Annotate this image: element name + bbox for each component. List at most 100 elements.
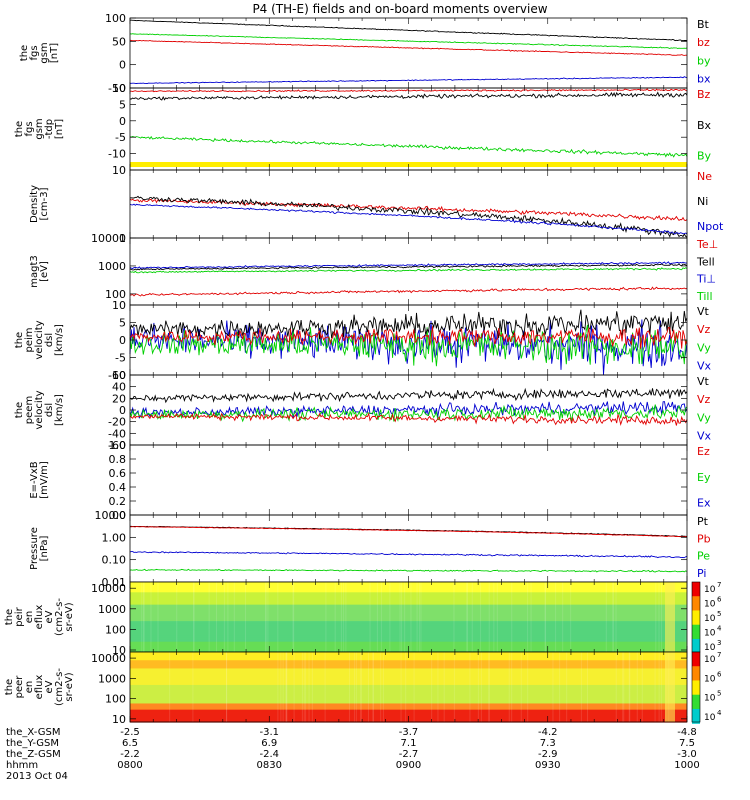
y-tick-label: 0.0 (109, 509, 127, 522)
y-axis-label-line: -tdp (44, 119, 55, 139)
spectrogram-streak (655, 582, 657, 652)
colorbar-cell (692, 610, 700, 613)
y-tick-label: 5 (119, 317, 126, 330)
y-tick-label: 1000 (98, 672, 126, 685)
spectrogram-streak (658, 652, 660, 722)
colorbar-cell (692, 659, 700, 661)
spectrogram-streak (527, 582, 529, 652)
colorbar-cell (692, 685, 700, 688)
colorbar-cell (692, 586, 700, 589)
colorbar-cell (692, 663, 700, 666)
y-tick-label: 20 (112, 392, 126, 405)
spectrogram-band (130, 627, 687, 630)
spectrogram-streak (658, 582, 660, 652)
spectrogram-streak (216, 582, 218, 652)
colorbar-tick: 10 (704, 674, 716, 684)
spectrogram-streak (193, 582, 195, 652)
panel-frame (129, 87, 688, 171)
colorbar-exponent: 7 (717, 581, 721, 589)
colorbar-cell (692, 591, 700, 594)
spectrogram-streak (176, 582, 178, 652)
spectrogram-streak (286, 652, 288, 722)
y-tick-label: -60 (108, 439, 126, 452)
spectrogram-band (130, 703, 687, 707)
legend-Npot: Npot (697, 220, 724, 233)
series-By (129, 135, 688, 158)
colorbar-cell (692, 666, 700, 669)
y-axis-label-line: [nPa] (39, 535, 50, 561)
ephemeris-value: -3.1 (259, 727, 279, 738)
colorbar-cell (692, 653, 700, 655)
colorbar-tick: 10 (704, 713, 716, 723)
panel-frame (129, 169, 688, 239)
colorbar-cell (692, 699, 700, 702)
spectrogram-streak (418, 582, 420, 652)
spectrogram-band (130, 682, 687, 686)
spectrogram-streak (552, 652, 554, 722)
spectrogram-streak (141, 582, 143, 652)
spectrogram-streak (661, 582, 663, 652)
spectrogram-band (130, 662, 687, 665)
colorbar-cell (692, 670, 700, 673)
y-axis-label: the peir en eflux eV (cm2-s-sr-eV) (4, 598, 75, 636)
spectrogram-band (130, 639, 687, 643)
legend-Vy: Vy (697, 411, 711, 424)
legend-Ey: Ey (697, 471, 711, 484)
colorbar-cell (692, 614, 700, 616)
spectrogram-streak (404, 582, 406, 652)
colorbar-cell (692, 697, 700, 699)
legend-Pi: Pi (697, 567, 706, 580)
y-tick-label: 100 (105, 288, 126, 301)
spectrogram-band (130, 643, 687, 647)
colorbar-exponent: 4 (717, 709, 722, 717)
spectrogram-streak (544, 582, 546, 652)
colorbar-exponent: 5 (717, 610, 721, 618)
colorbar-exponent: 6 (717, 670, 722, 678)
colorbar-cell (692, 585, 700, 588)
spectrogram-streak (416, 582, 418, 652)
spectrogram-streak (480, 652, 482, 722)
colorbar-cell (692, 616, 700, 619)
colorbar-cell (692, 636, 700, 639)
y-axis-label: Density [cm-3] (29, 185, 50, 223)
spectrogram-band (130, 691, 687, 694)
colorbar-cell (692, 619, 700, 622)
colorbar-cell (692, 682, 700, 685)
colorbar-cell (692, 714, 700, 717)
colorbar-cell (692, 627, 700, 629)
legend-Vz: Vz (697, 323, 711, 336)
y-axis-label-line: the (14, 402, 25, 418)
spectrogram-streak (437, 652, 439, 722)
spectrogram-streak (280, 652, 282, 722)
y-axis-label-line: the (4, 679, 15, 695)
ephemeris-value: 7.5 (679, 738, 695, 749)
spectrogram-streak (466, 582, 468, 652)
colorbar-cell (692, 629, 700, 632)
spectrogram-streak (511, 652, 513, 722)
ephemeris-label: hhmm (6, 760, 38, 771)
ephemeris-value: 7.3 (540, 738, 556, 749)
panel-temperature: 100 1000 10000 magt3 [eV] Te⊥ Tell Ti⊥ Till (29, 232, 718, 306)
spectrogram-streak (480, 582, 482, 652)
spectrogram-band (130, 684, 687, 688)
colorbar-cell (692, 593, 700, 596)
colorbar-cell (692, 681, 700, 684)
spectrogram-streak (277, 652, 279, 722)
spectrogram-band (130, 610, 687, 614)
ephemeris-value: 0830 (257, 760, 282, 771)
colorbar-cell (692, 603, 700, 606)
colorbar-cell (692, 590, 700, 593)
series-Npot (129, 203, 688, 235)
y-tick-label: 100 (105, 623, 126, 636)
spectrogram-streak (348, 652, 350, 722)
y-tick-label: -10 (108, 148, 126, 161)
series-Vt (129, 387, 688, 404)
spectrogram-streak (265, 582, 267, 652)
spectrogram-streak (368, 652, 370, 722)
spectrogram-band (130, 617, 687, 620)
colorbar-cell (692, 676, 700, 679)
colorbar-cell (692, 718, 700, 721)
y-axis-label-line: peem (24, 396, 35, 424)
y-axis-label-line: velocity (34, 390, 45, 429)
